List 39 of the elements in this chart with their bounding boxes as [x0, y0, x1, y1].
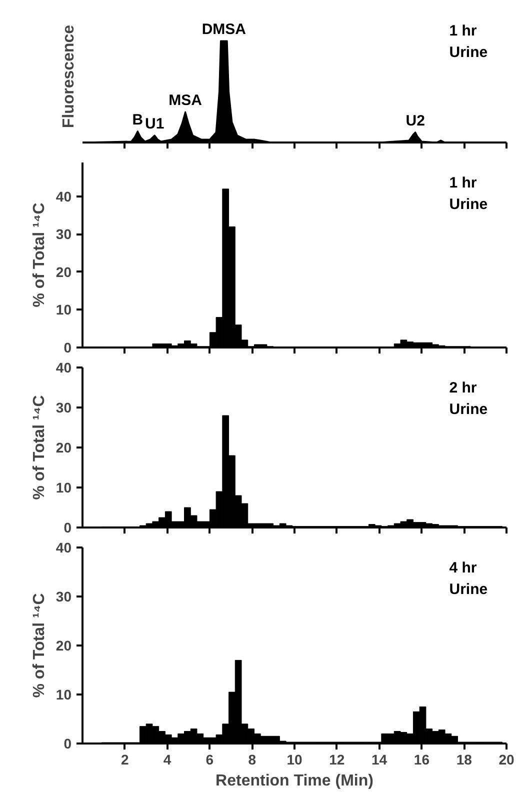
annotation: MSA: [168, 92, 202, 110]
y-axis-title: % of Total ¹⁴C: [30, 592, 48, 698]
x-tick-label: 10: [286, 752, 302, 768]
y-tick-label: 10: [56, 686, 72, 702]
x-tick-label: 18: [456, 752, 472, 768]
y-tick-label: 10: [56, 480, 72, 496]
y-axis-title: % of Total ¹⁴C: [30, 202, 48, 308]
x-tick-label: 2: [121, 752, 130, 768]
y-tick-label: 30: [56, 226, 72, 242]
y-tick-label: 40: [56, 540, 72, 556]
y-tick-label: 20: [56, 264, 72, 280]
y-tick-label: 40: [56, 188, 72, 204]
y-axis-title: % of Total ¹⁴C: [30, 394, 48, 500]
y-tick-label: 0: [64, 340, 72, 356]
annotation: B: [132, 111, 144, 128]
x-tick-label: 12: [329, 752, 345, 768]
y-tick-label: 0: [64, 520, 72, 536]
annotation: DMSA: [202, 20, 246, 38]
x-tick-label: 20: [498, 752, 514, 768]
y-tick-label: 30: [56, 400, 72, 416]
y-tick-label: 0: [64, 736, 72, 752]
y-tick-label: 40: [56, 360, 72, 376]
annotation: U2: [406, 112, 425, 130]
x-tick-label: 14: [372, 752, 388, 768]
y-tick-label: 20: [56, 440, 72, 456]
x-tick-label: 8: [248, 752, 256, 768]
annotation: U1: [144, 115, 164, 132]
x-tick-label: 4: [163, 752, 172, 768]
y-axis-title: Fluorescence: [60, 24, 78, 128]
x-tick-label: 6: [206, 752, 214, 768]
annotation: 1 hr Urine: [449, 22, 488, 61]
y-tick-label: 20: [56, 638, 72, 654]
y-tick-label: 30: [56, 588, 72, 604]
x-tick-label: 16: [414, 752, 430, 768]
annotation: 2 hr Urine: [449, 380, 488, 418]
y-tick-label: 10: [56, 302, 72, 318]
annotation: 1 hr Urine: [449, 174, 488, 213]
x-axis-title: Retention Time (Min): [216, 772, 374, 790]
annotation: 4 hr Urine: [449, 560, 488, 598]
